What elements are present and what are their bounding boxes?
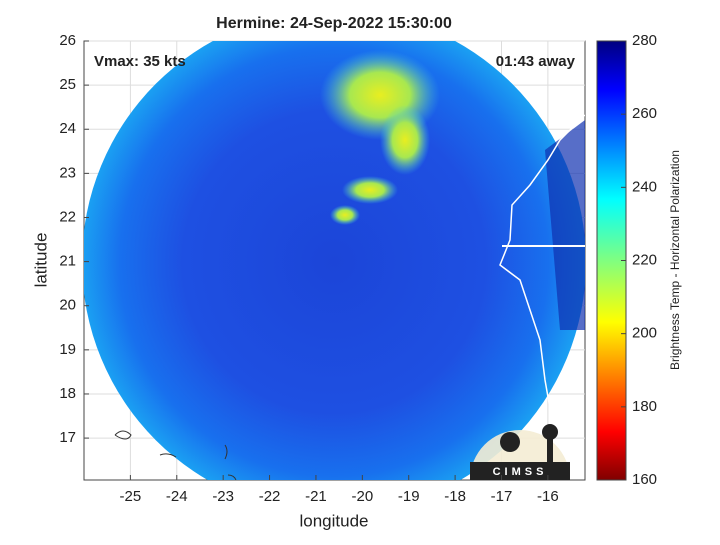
x-tick-label: -19 <box>398 488 420 505</box>
y-tick-label: 20 <box>59 297 76 314</box>
logo-text: CIMSS <box>493 466 548 478</box>
colorbar-tick-label: 180 <box>632 398 657 415</box>
y-tick-label: 18 <box>59 385 76 402</box>
colorbar-tick-label: 260 <box>632 105 657 122</box>
colorbar-tick-label: 160 <box>632 471 657 488</box>
annotation: 01:43 away <box>496 53 576 70</box>
colorbar-tick-label: 220 <box>632 251 657 268</box>
x-tick-label: -16 <box>537 488 559 505</box>
colorbar-tick-label: 200 <box>632 325 657 342</box>
scan-disc <box>84 41 585 480</box>
colorbar-tick-label: 240 <box>632 178 657 195</box>
logo: CIMSS <box>470 424 570 480</box>
y-tick-label: 25 <box>59 76 76 93</box>
land-region <box>545 120 585 330</box>
y-tick-label: 21 <box>59 253 76 270</box>
x-tick-label: -22 <box>259 488 281 505</box>
y-tick-label: 19 <box>59 341 76 358</box>
cold-cloud <box>342 176 398 204</box>
x-axis-label: longitude <box>299 511 368 530</box>
cold-cloud <box>330 205 360 225</box>
coastline <box>499 114 585 421</box>
x-tick-label: -23 <box>212 488 234 505</box>
x-tick-label: -20 <box>351 488 373 505</box>
y-axis-label: latitude <box>31 233 50 288</box>
x-tick-label: -25 <box>120 488 142 505</box>
colorbar-label: Brightness Temp - Horizontal Polarizatio… <box>668 150 682 370</box>
y-tick-label: 17 <box>59 429 76 446</box>
satellite-image <box>84 41 585 480</box>
y-tick-label: 22 <box>59 208 76 225</box>
cold-cloud <box>380 105 430 175</box>
x-tick-label: -24 <box>166 488 188 505</box>
x-tick-label: -21 <box>305 488 327 505</box>
chart-title: Hermine: 24-Sep-2022 15:30:00 <box>216 15 452 32</box>
y-tick-label: 26 <box>59 32 76 49</box>
islands <box>114 430 237 480</box>
annotation: Vmax: 35 kts <box>94 53 186 70</box>
x-tick-label: -17 <box>491 488 513 505</box>
colorbar-tick-label: 280 <box>632 32 657 49</box>
y-tick-label: 24 <box>59 120 76 137</box>
y-tick-label: 23 <box>59 164 76 181</box>
x-tick-label: -18 <box>444 488 466 505</box>
